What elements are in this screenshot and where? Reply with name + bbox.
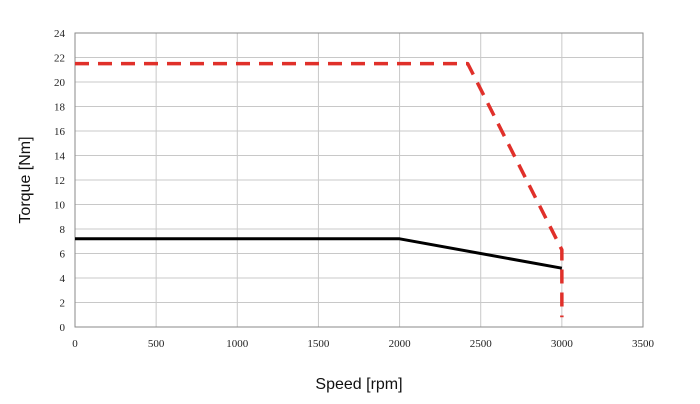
series-layer <box>75 61 564 318</box>
x-tick-label: 500 <box>148 338 165 350</box>
x-tick-label: 2500 <box>470 338 493 350</box>
y-tick-label: 2 <box>60 298 66 310</box>
x-tick-label: 1000 <box>226 338 249 350</box>
x-tick-label: 3500 <box>632 338 655 350</box>
grid <box>74 32 644 328</box>
y-axis-title: Torque [Nm] <box>17 136 34 223</box>
y-tick-label: 6 <box>60 249 66 261</box>
x-axis-title: Speed [rpm] <box>315 376 402 393</box>
plot-area-frame <box>74 32 644 328</box>
x-tick-label: 3000 <box>551 338 574 350</box>
x-tick-label: 0 <box>72 338 78 350</box>
y-tick-label: 10 <box>54 200 66 212</box>
y-tick-label: 8 <box>60 224 66 236</box>
y-tick-label: 0 <box>60 322 66 334</box>
x-tick-label: 2000 <box>389 338 412 350</box>
y-tick-label: 16 <box>54 126 66 138</box>
y-tick-label: 18 <box>54 102 66 114</box>
x-axis-ticks: 0 500 1000 1500 2000 2500 3000 3500 <box>72 338 654 350</box>
y-tick-label: 20 <box>54 77 66 89</box>
series-line-solid-black <box>75 237 563 270</box>
y-tick-label: 22 <box>54 53 65 65</box>
y-tick-label: 14 <box>54 151 66 163</box>
y-tick-label: 12 <box>54 175 65 187</box>
y-tick-label: 4 <box>60 273 66 285</box>
y-tick-label: 24 <box>54 28 66 40</box>
series-line-dashed-red <box>75 61 564 318</box>
x-tick-label: 1500 <box>307 338 330 350</box>
